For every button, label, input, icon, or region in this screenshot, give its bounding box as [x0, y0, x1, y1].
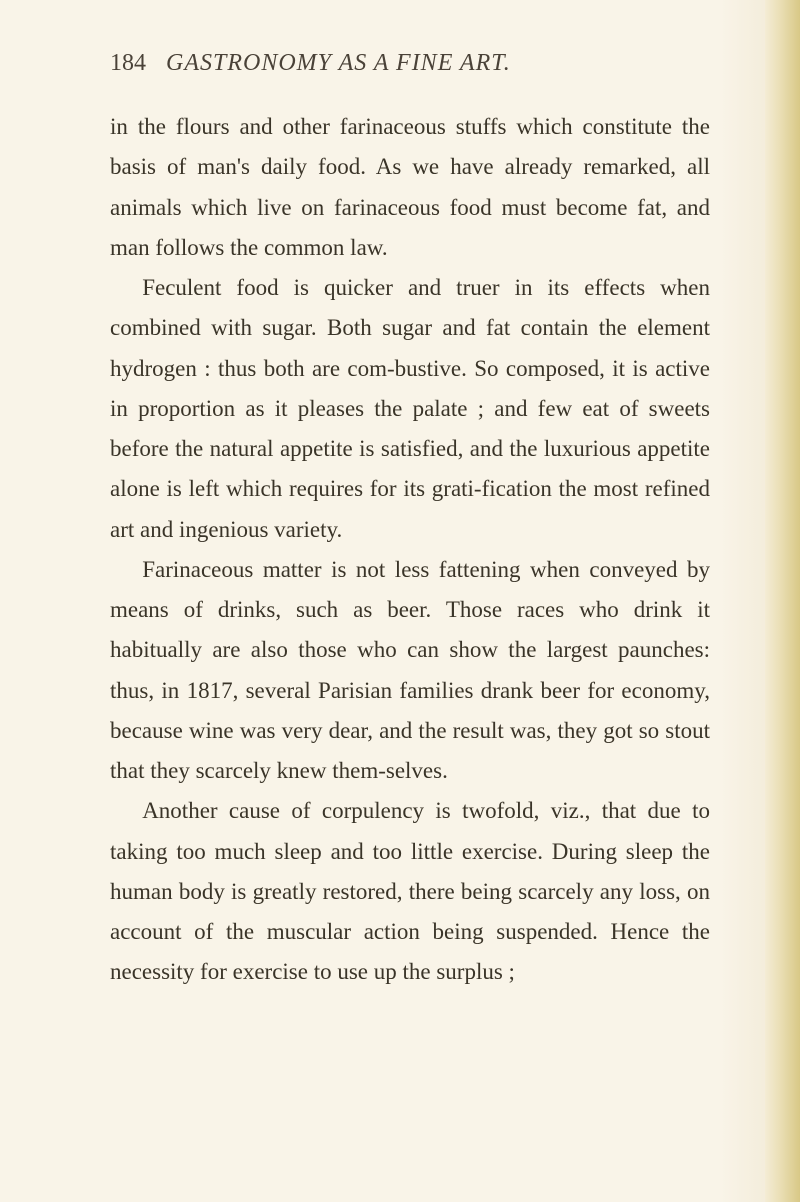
page-number: 184: [110, 50, 146, 77]
paragraph: Feculent food is quicker and truer in it…: [110, 268, 710, 550]
paragraph: Another cause of corpulency is twofold, …: [110, 791, 710, 992]
page-header: 184 GASTRONOMY AS A FINE ART.: [110, 50, 710, 77]
page-edge: [765, 0, 800, 1202]
book-title: GASTRONOMY AS A FINE ART.: [166, 50, 511, 77]
paragraph: Farinaceous matter is not less fattening…: [110, 550, 710, 792]
paragraph: in the flours and other farinaceous stuf…: [110, 107, 710, 268]
body-text: in the flours and other farinaceous stuf…: [110, 107, 710, 993]
book-page: 184 GASTRONOMY AS A FINE ART. in the flo…: [0, 0, 800, 1202]
